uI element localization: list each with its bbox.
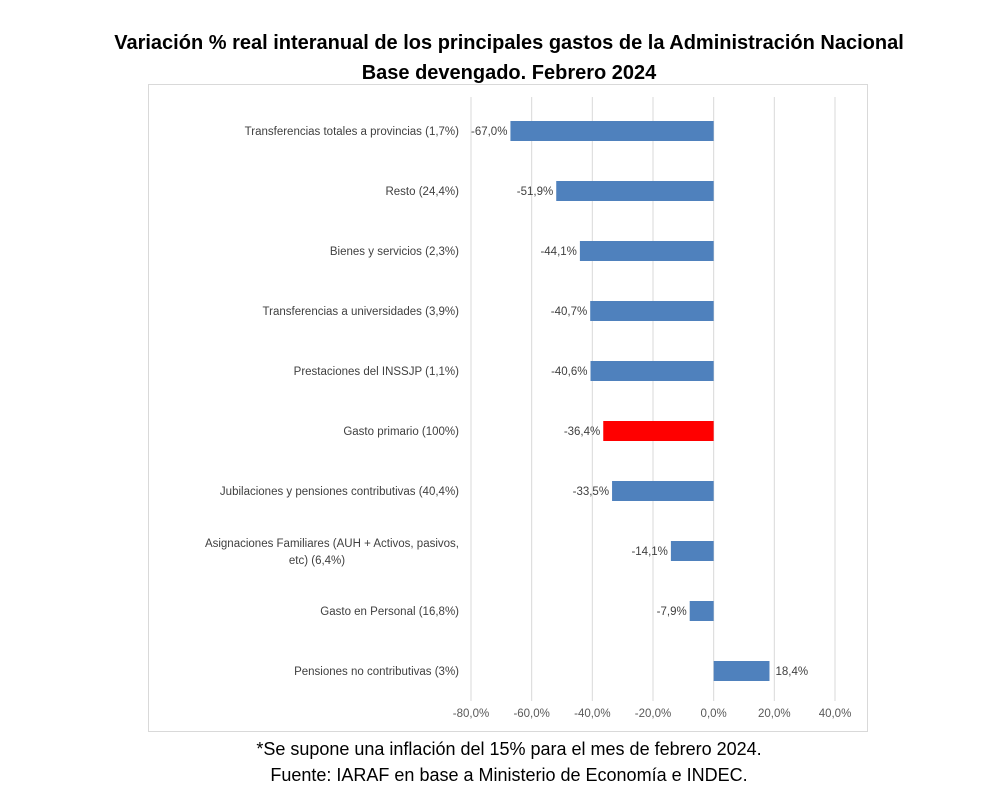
bar (590, 301, 714, 321)
category-labels: Transferencias totales a provincias (1,7… (205, 126, 459, 678)
category-label: Prestaciones del INSSJP (1,1%) (294, 366, 460, 378)
bar (670, 541, 714, 561)
x-tick-label: -60,0% (513, 708, 549, 720)
footnote: *Se supone una inflación del 15% para el… (256, 739, 762, 759)
grid-lines (470, 97, 836, 701)
category-label: Gasto en Personal (16,8%) (320, 606, 459, 618)
bar (713, 661, 770, 681)
bar (603, 421, 714, 441)
category-label: Asignaciones Familiares (AUH + Activos, … (205, 538, 459, 550)
chart-title-block: Variación % real interanual de los princ… (0, 28, 1000, 88)
bar (556, 181, 714, 201)
value-label: -67,0% (471, 126, 507, 138)
value-label: -14,1% (631, 546, 667, 558)
x-tick-label: 40,0% (819, 708, 852, 720)
value-label: -33,5% (573, 486, 609, 498)
bar-chart: Transferencias totales a provincias (1,7… (205, 97, 852, 720)
value-label: -40,7% (551, 306, 587, 318)
category-label: Gasto primario (100%) (343, 426, 459, 438)
category-label: Transferencias totales a provincias (1,7… (245, 126, 460, 138)
category-label: Jubilaciones y pensiones contributivas (… (220, 486, 459, 498)
category-label: Transferencias a universidades (3,9%) (263, 306, 460, 318)
category-label: etc) (6,4%) (289, 555, 345, 567)
x-tick-label: -40,0% (574, 708, 610, 720)
bar (590, 361, 714, 381)
x-tick-labels: -80,0% -60,0% -40,0% -20,0% 0,0% 20,0% 40,0% (453, 708, 852, 720)
value-label: -44,1% (540, 246, 576, 258)
chart-subtitle: Base devengado. Febrero 2024 (361, 62, 657, 84)
value-label: 18,4% (775, 666, 808, 678)
category-label: Pensiones no contributivas (3%) (294, 666, 459, 678)
source-note: Fuente: IARAF en base a Ministerio de Ec… (270, 765, 748, 785)
x-tick-label: 20,0% (758, 708, 791, 720)
value-labels: -67,0% -51,9% -44,1% -40,7% -40,6% -36,4% -33,… (471, 126, 808, 678)
value-label: -36,4% (564, 426, 600, 438)
value-label: -40,6% (551, 366, 587, 378)
bar (579, 241, 714, 261)
bar (612, 481, 714, 501)
category-label: Bienes y servicios (2,3%) (330, 246, 459, 258)
x-tick-label: 0,0% (701, 708, 727, 720)
bars (510, 121, 770, 681)
bar (510, 121, 714, 141)
chart-footer: *Se supone una inflación del 15% para el… (0, 736, 1000, 788)
bar (689, 601, 714, 621)
x-tick-label: -80,0% (453, 708, 489, 720)
chart-title: Variación % real interanual de los princ… (114, 32, 904, 54)
x-tick-label: -20,0% (635, 708, 671, 720)
chart-frame: Transferencias totales a provincias (1,7… (148, 84, 868, 732)
category-label: Resto (24,4%) (385, 186, 459, 198)
value-label: -51,9% (517, 186, 553, 198)
value-label: -7,9% (657, 606, 687, 618)
